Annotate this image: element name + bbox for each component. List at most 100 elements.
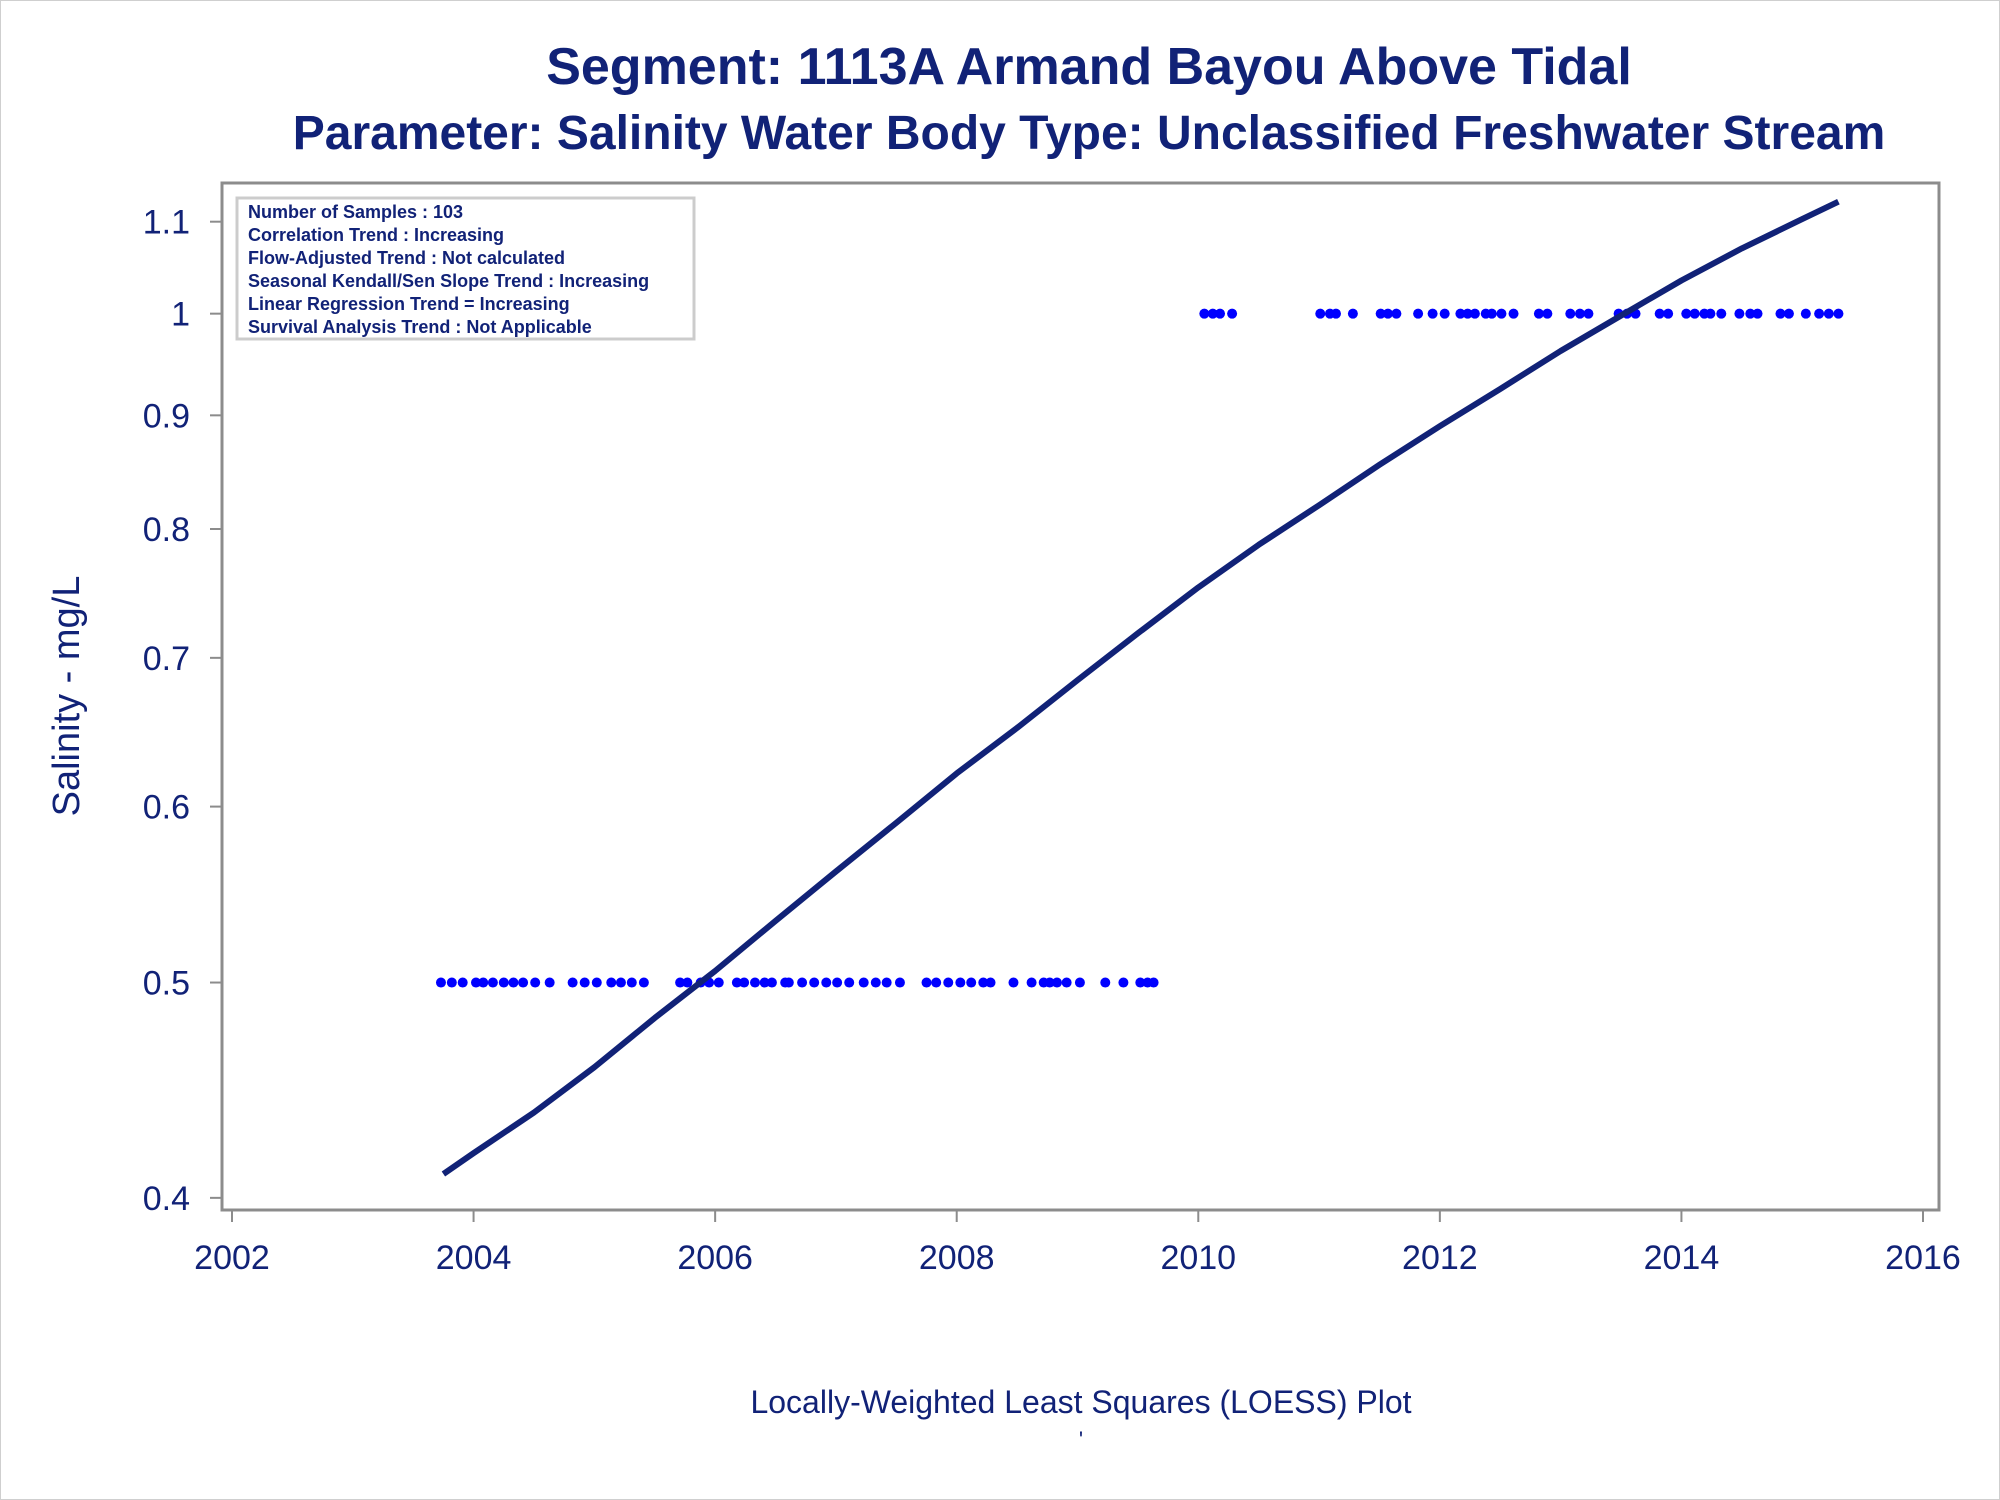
data-point xyxy=(921,977,932,988)
data-point xyxy=(615,977,626,988)
data-point xyxy=(470,977,481,988)
data-point xyxy=(1347,308,1358,319)
data-point xyxy=(1074,977,1085,988)
x-tick-label: 2014 xyxy=(1644,1239,1720,1277)
x-tick-label: 2010 xyxy=(1160,1239,1236,1277)
y-tick-label: 0.4 xyxy=(143,1180,190,1218)
data-point xyxy=(544,977,555,988)
data-point xyxy=(1705,308,1716,319)
data-point xyxy=(682,977,693,988)
data-point xyxy=(446,977,457,988)
data-point xyxy=(1574,308,1585,319)
y-tick-label: 0.7 xyxy=(143,640,190,678)
data-point xyxy=(675,977,686,988)
y-tick-label: 0.9 xyxy=(143,397,190,435)
data-point xyxy=(759,977,770,988)
data-point xyxy=(858,977,869,988)
data-point xyxy=(797,977,808,988)
data-point xyxy=(1565,308,1576,319)
data-point xyxy=(783,977,794,988)
data-point xyxy=(478,977,489,988)
data-point xyxy=(766,977,777,988)
stats-box-frame xyxy=(235,196,696,341)
data-point xyxy=(1752,308,1763,319)
data-point xyxy=(1100,977,1111,988)
data-point xyxy=(1427,308,1438,319)
data-point xyxy=(1833,308,1844,319)
data-point xyxy=(1061,977,1072,988)
data-point xyxy=(1439,308,1450,319)
data-point xyxy=(1689,308,1700,319)
data-point xyxy=(832,977,843,988)
data-point xyxy=(1508,308,1519,319)
scatter-points xyxy=(435,308,1844,988)
data-point xyxy=(508,977,519,988)
stats-line-seasonal-kendall: Seasonal Kendall/Sen Slope Trend : Incre… xyxy=(248,271,649,291)
x-tick-label: 2004 xyxy=(436,1239,512,1277)
data-point xyxy=(1148,977,1159,988)
x-axis-label: Locally-Weighted Least Squares (LOESS) P… xyxy=(750,1384,1411,1420)
data-point xyxy=(1681,308,1692,319)
data-point xyxy=(1469,308,1480,319)
stats-line-samples: Number of Samples : 103 xyxy=(248,202,463,222)
data-point xyxy=(1716,308,1727,319)
data-point xyxy=(985,977,996,988)
data-point xyxy=(1207,308,1218,319)
loess-curve xyxy=(441,198,1840,1177)
data-point xyxy=(1783,308,1794,319)
data-point xyxy=(487,977,498,988)
chart-title: Segment: 1113A Armand Bayou Above Tidal xyxy=(546,38,1632,96)
data-point xyxy=(1199,308,1210,319)
data-point xyxy=(978,977,989,988)
data-point xyxy=(821,977,832,988)
data-point xyxy=(1533,308,1544,319)
x-tick-label: 2006 xyxy=(677,1239,753,1277)
axes-ticks: 2002 2004 2006 2008 2010 2012 2014 2016 0.4 0.5 0.… xyxy=(143,204,1961,1277)
data-point xyxy=(1823,308,1834,319)
data-point xyxy=(579,977,590,988)
data-point xyxy=(1413,308,1424,319)
x-tick-label: 2002 xyxy=(194,1239,270,1277)
data-point xyxy=(809,977,820,988)
data-point xyxy=(1542,308,1553,319)
data-point xyxy=(457,977,468,988)
chart-subtitle: Parameter: Salinity Water Body Type: Unc… xyxy=(293,107,1886,160)
data-point xyxy=(1486,308,1497,319)
data-point xyxy=(1654,308,1665,319)
stats-line-flow-adjusted: Flow-Adjusted Trend : Not calculated xyxy=(248,248,565,268)
data-point xyxy=(739,977,750,988)
data-point xyxy=(1315,308,1326,319)
data-point xyxy=(1800,308,1811,319)
data-point xyxy=(638,977,649,988)
data-point xyxy=(894,977,905,988)
data-point xyxy=(606,977,617,988)
data-point xyxy=(750,977,761,988)
data-point xyxy=(435,977,446,988)
data-point xyxy=(1118,977,1129,988)
data-point xyxy=(1455,308,1466,319)
data-point xyxy=(567,977,578,988)
footnote-mark: ' xyxy=(1079,1427,1083,1452)
data-point xyxy=(1330,308,1341,319)
data-point xyxy=(1775,308,1786,319)
data-point xyxy=(1026,977,1037,988)
data-point xyxy=(1734,308,1745,319)
data-point xyxy=(1663,308,1674,319)
data-point xyxy=(931,977,942,988)
x-tick-label: 2016 xyxy=(1885,1239,1961,1277)
data-point xyxy=(943,977,954,988)
data-point xyxy=(844,977,855,988)
data-point xyxy=(731,977,742,988)
stats-line-linear-regression: Linear Regression Trend = Increasing xyxy=(248,294,570,314)
y-axis-label: Salinity - mg/L xyxy=(46,576,88,817)
data-point xyxy=(1215,308,1226,319)
data-point xyxy=(713,977,724,988)
data-point xyxy=(1051,977,1062,988)
data-point xyxy=(1008,977,1019,988)
data-point xyxy=(1382,308,1393,319)
data-point xyxy=(518,977,529,988)
stats-line-survival: Survival Analysis Trend : Not Applicable xyxy=(248,317,592,337)
x-tick-label: 2008 xyxy=(919,1239,995,1277)
